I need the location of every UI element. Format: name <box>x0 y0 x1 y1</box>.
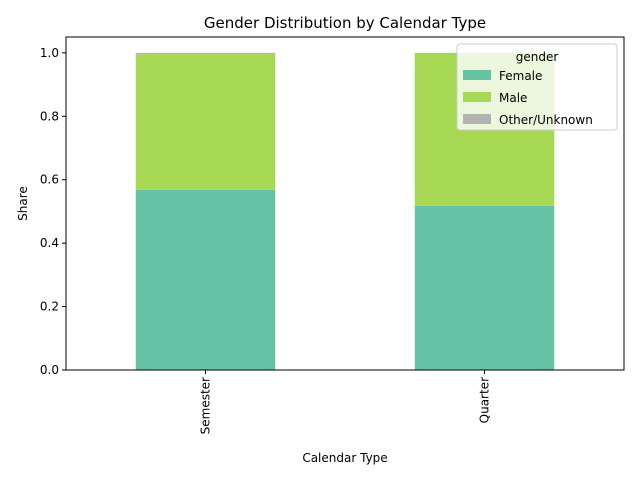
chart-title: Gender Distribution by Calendar Type <box>204 14 486 32</box>
legend-label-male: Male <box>499 91 527 105</box>
x-tick-label-semester: Semester <box>199 377 213 434</box>
y-tick-label: 0.2 <box>40 300 59 314</box>
y-tick-label: 0.6 <box>40 173 59 187</box>
y-tick-label: 0.0 <box>40 363 59 377</box>
x-axis-label: Calendar Type <box>302 451 387 465</box>
bar-male-semester <box>135 54 276 190</box>
legend-label-female: Female <box>499 69 542 83</box>
legend-swatch-female <box>463 70 491 80</box>
y-tick-label: 0.8 <box>40 109 59 123</box>
x-tick-label-quarter: Quarter <box>478 377 492 423</box>
plot-frame <box>65 36 625 371</box>
x-axis: Semester Quarter <box>199 370 492 434</box>
y-axis-label: Share <box>16 186 30 221</box>
y-axis: 0.0 0.2 0.4 0.6 0.8 1.0 <box>40 46 66 377</box>
legend-label-other-unknown: Other/Unknown <box>499 113 593 127</box>
bars-group <box>135 52 555 370</box>
bar-female-quarter <box>414 205 555 370</box>
legend-title: gender <box>516 50 559 64</box>
bar-other-unknown-semester <box>135 52 276 55</box>
y-tick-label: 1.0 <box>40 46 59 60</box>
legend: gender Female Male Other/Unknown <box>456 43 618 131</box>
bar-female-semester <box>135 189 276 370</box>
legend-swatch-other-unknown <box>463 114 491 124</box>
legend-swatch-male <box>463 92 491 102</box>
y-tick-label: 0.4 <box>40 236 59 250</box>
legend-box <box>456 43 618 131</box>
